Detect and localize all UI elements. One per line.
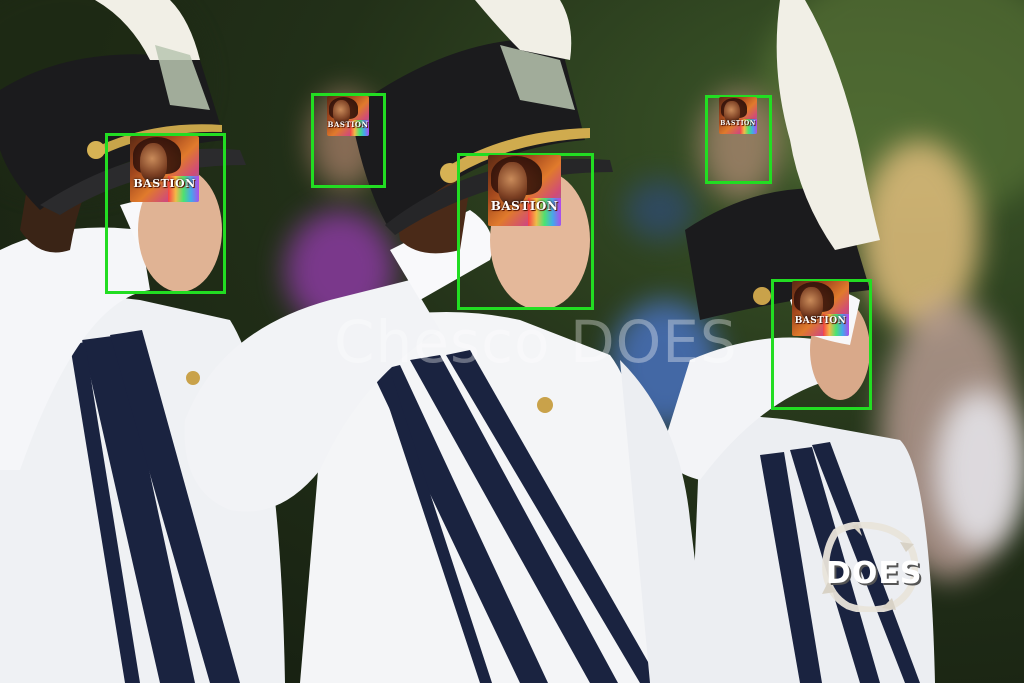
thumbnail-title: BASTION (130, 177, 199, 190)
face-overlay-thumbnail-4: BASTION (719, 97, 757, 134)
watermark-text: Chesco DOES (334, 308, 738, 376)
face-overlay-thumbnail-1: BASTION (130, 136, 199, 202)
face-overlay-thumbnail-5: BASTION (792, 281, 849, 336)
thumbnail-title: BASTION (719, 120, 757, 127)
thumbnail-title: BASTION (792, 316, 849, 326)
face-overlay-thumbnail-2: BASTION (327, 96, 369, 136)
band-member-left (0, 0, 285, 683)
face-overlay-thumbnail-3: BASTION (488, 155, 561, 226)
thumbnail-title: BASTION (488, 199, 561, 213)
does-logo-text: DOES (826, 556, 923, 591)
thumbnail-face (800, 287, 823, 320)
thumbnail-title: BASTION (327, 120, 369, 129)
